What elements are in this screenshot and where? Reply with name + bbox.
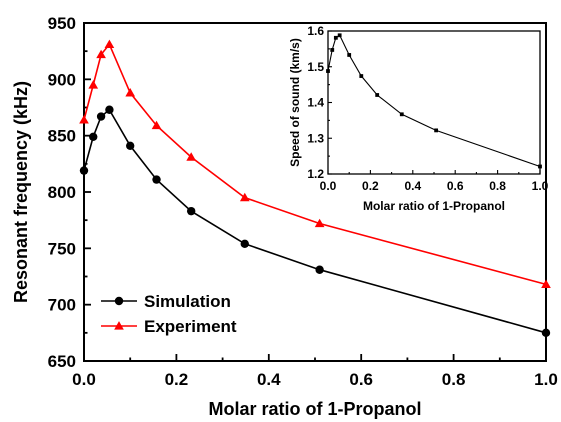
y-tick-label: 650 <box>48 352 76 371</box>
plot-frame <box>327 30 541 175</box>
x-tick-label: 1.0 <box>534 370 558 389</box>
data-point-0 <box>240 239 249 249</box>
data-point-0 <box>359 74 364 78</box>
data-point-0 <box>315 265 324 274</box>
x-axis-title: Molar ratio of 1-Propanol <box>363 199 505 213</box>
y-tick-label: 1.4 <box>307 96 324 110</box>
data-point-0 <box>347 53 352 57</box>
x-tick-label: 0.2 <box>362 179 379 193</box>
y-tick-label: 900 <box>48 70 76 89</box>
data-point-0 <box>399 112 404 117</box>
series-line-0 <box>327 34 541 168</box>
data-point-0 <box>330 48 335 52</box>
y-tick-label: 1.5 <box>307 60 324 74</box>
data-point-0 <box>152 175 161 184</box>
y-tick-label: 700 <box>48 296 76 315</box>
data-point-0 <box>434 128 439 133</box>
x-tick-label: 0.0 <box>320 179 337 193</box>
y-tick-label: 1.2 <box>307 167 324 181</box>
x-tick-label: 0.4 <box>404 179 421 193</box>
data-point-0 <box>96 112 106 121</box>
data-point-0 <box>126 141 135 151</box>
y-tick-label: 800 <box>48 183 76 202</box>
data-point-0 <box>541 328 551 338</box>
x-tick-label: 0.8 <box>442 370 466 389</box>
data-point-0 <box>375 93 380 97</box>
y-tick-label: 850 <box>48 127 76 146</box>
x-axis-title: Molar ratio of 1-Propanol <box>208 399 421 419</box>
data-point-1 <box>88 80 99 89</box>
y-axis-title: Speed of sound (km/s) <box>288 38 302 167</box>
x-tick-label: 0.0 <box>72 370 96 389</box>
x-tick-label: 0.4 <box>257 370 281 389</box>
data-point-1 <box>96 49 106 59</box>
series-line-0 <box>83 108 547 334</box>
legend-label-1: Experiment <box>144 317 237 336</box>
data-point-0 <box>333 35 338 40</box>
data-point-1 <box>541 279 551 289</box>
x-tick-label: 0.6 <box>447 179 464 193</box>
legend-swatch-marker-0 <box>114 296 124 306</box>
x-tick-label: 0.2 <box>165 370 189 389</box>
data-point-0 <box>538 164 542 169</box>
data-point-1 <box>239 192 250 202</box>
x-tick-label: 1.0 <box>532 179 549 193</box>
inset-chart: 0.0 0.2 0.4 0.6 0.8 1.0 1.2 1.3 1.4 1.5 1.6 Molar r… <box>288 24 549 213</box>
y-tick-label: 750 <box>48 239 76 258</box>
data-point-0 <box>337 33 342 38</box>
data-point-0 <box>79 166 89 175</box>
legend-label-0: Simulation <box>144 292 231 311</box>
y-axis-title: Resonant frequency (kHz) <box>11 81 31 303</box>
y-tick-label: 1.3 <box>307 131 324 145</box>
data-point-1 <box>151 120 162 130</box>
y-tick-label: 950 <box>48 14 76 33</box>
data-point-1 <box>125 88 136 97</box>
series-line-1 <box>83 42 547 286</box>
data-point-1 <box>79 115 89 124</box>
legend-swatch-marker-1 <box>114 321 124 330</box>
data-point-0 <box>89 132 98 141</box>
y-tick-label: 1.6 <box>307 24 324 38</box>
data-point-0 <box>326 69 330 73</box>
x-tick-label: 0.8 <box>489 179 506 193</box>
data-point-1 <box>104 39 115 49</box>
x-tick-label: 0.6 <box>349 370 373 389</box>
data-point-1 <box>314 218 325 228</box>
data-point-0 <box>186 206 196 216</box>
data-point-1 <box>186 152 197 161</box>
main-chart: 0.0 0.2 0.4 0.6 0.8 1.0 650 700 750 800 850 900 950 M… <box>11 14 558 419</box>
data-point-0 <box>105 105 114 114</box>
